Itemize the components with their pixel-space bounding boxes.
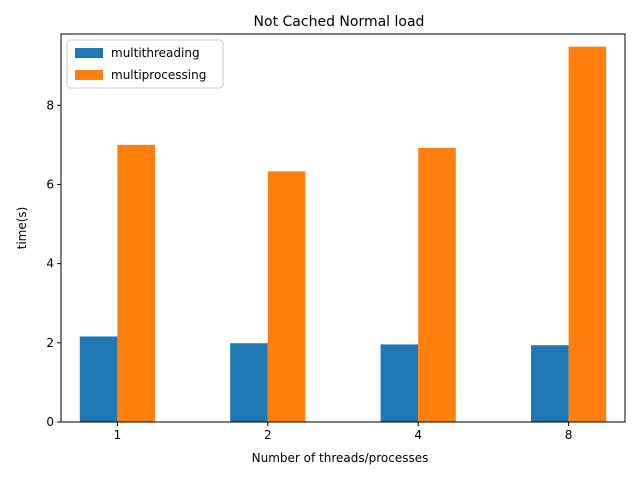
bar-multithreading-4: [380, 344, 419, 422]
x-tick-label: 2: [264, 428, 272, 442]
y-tick-label: 2: [46, 336, 54, 350]
bar-multithreading-1: [79, 336, 118, 422]
plot-area: [79, 46, 607, 423]
legend-swatch-multiprocessing: [75, 70, 103, 80]
chart-title: Not Cached Normal load: [254, 14, 425, 30]
y-tick-label: 4: [46, 257, 54, 271]
bar-multiprocessing-2: [267, 171, 306, 422]
x-tick-label: 1: [114, 428, 122, 442]
y-tick-label: 8: [46, 98, 54, 112]
legend-frame: [66, 39, 224, 89]
bar-multiprocessing-1: [117, 144, 155, 422]
x-axis: 1 2 4 8: [114, 422, 573, 442]
y-axis: 0 2 4 6 8: [46, 98, 61, 429]
y-tick-label: 0: [46, 415, 54, 429]
x-axis-title: Number of threads/processes: [252, 451, 429, 465]
legend: multithreading multiprocessing: [66, 39, 224, 89]
bar-multiprocessing-4: [418, 148, 456, 423]
legend-label-multiprocessing: multiprocessing: [111, 68, 206, 82]
legend-label-multithreading: multithreading: [111, 46, 200, 60]
x-tick-label: 4: [414, 428, 422, 442]
y-tick-label: 6: [46, 177, 54, 191]
bar-multithreading-2: [230, 343, 268, 422]
bar-multithreading-8: [531, 345, 569, 422]
bar-multiprocessing-8: [568, 46, 607, 423]
plot-frame: [60, 33, 626, 423]
legend-swatch-multithreading: [75, 48, 103, 58]
y-axis-title: time(s): [15, 207, 29, 250]
x-tick-label: 8: [565, 428, 573, 442]
